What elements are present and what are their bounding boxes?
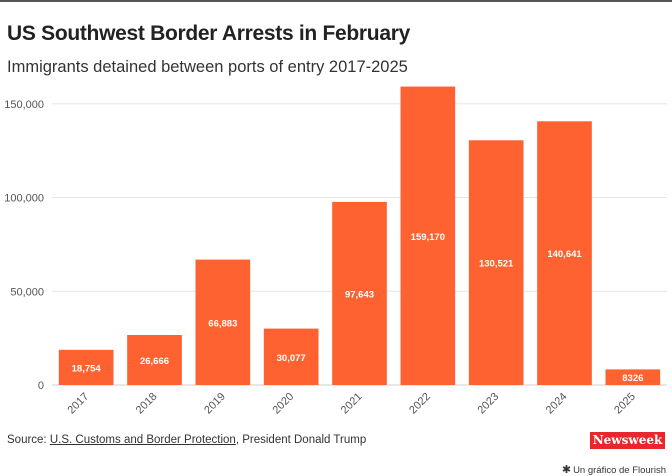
bar — [537, 121, 592, 385]
top-rule — [0, 0, 672, 2]
flourish-credit[interactable]: ✱ Un gráfico de Flourish — [562, 463, 666, 476]
data-label: 66,883 — [208, 318, 237, 329]
data-label: 26,666 — [140, 356, 169, 367]
x-tick-label: 2025 — [612, 391, 638, 417]
source-note: Source: U.S. Customs and Border Protecti… — [7, 434, 366, 446]
source-suffix: , President Donald Trump — [235, 434, 367, 446]
flourish-asterisk-icon: ✱ — [561, 464, 572, 476]
bar — [127, 335, 182, 385]
chart-subtitle: Immigrants detained between ports of ent… — [7, 58, 408, 76]
data-label: 30,077 — [277, 353, 306, 364]
y-tick-label: 50,000 — [10, 286, 44, 298]
source-prefix: Source: — [7, 434, 50, 446]
data-label: 8326 — [622, 373, 643, 384]
data-label: 97,643 — [345, 289, 374, 300]
y-tick-label: 100,000 — [4, 193, 44, 205]
data-label: 140,641 — [547, 249, 582, 260]
x-tick-label: 2022 — [407, 391, 433, 417]
x-tick-label: 2024 — [544, 391, 570, 417]
data-label: 130,521 — [479, 259, 514, 270]
flourish-credit-text: Un gráfico de Flourish — [573, 465, 666, 476]
x-tick-label: 2021 — [339, 391, 365, 417]
data-label: 18,754 — [72, 363, 102, 374]
bar — [468, 140, 524, 385]
x-tick-label: 2023 — [475, 391, 501, 417]
x-tick-label: 2019 — [202, 391, 228, 417]
bar — [400, 86, 456, 386]
x-tick-label: 2020 — [270, 391, 296, 417]
bar — [58, 349, 114, 385]
bar-chart: 0 50,000 100,000 150,000 18,754 2017 26,666 201… — [4, 86, 667, 417]
bar — [195, 259, 251, 385]
x-tick-label: 2017 — [65, 391, 91, 417]
chart-title: US Southwest Border Arrests in February — [7, 22, 410, 45]
bar — [605, 369, 661, 385]
data-label: 159,170 — [411, 232, 445, 243]
source-link[interactable]: U.S. Customs and Border Protection — [49, 434, 236, 446]
bar — [332, 201, 387, 385]
bar — [263, 328, 319, 385]
x-tick-label: 2018 — [134, 391, 160, 417]
newsweek-logo[interactable]: Newsweek — [590, 432, 665, 449]
y-tick-label: 150,000 — [4, 99, 44, 111]
y-tick-label: 0 — [38, 380, 44, 392]
